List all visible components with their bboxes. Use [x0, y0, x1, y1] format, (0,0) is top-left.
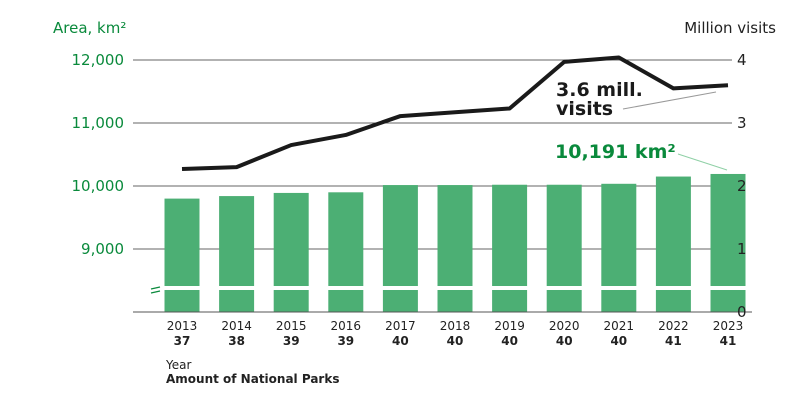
bar-break-gap — [272, 286, 310, 290]
parks-axis-title: Amount of National Parks — [166, 372, 339, 386]
right-tick-label: 2 — [737, 177, 747, 195]
area-bar — [492, 184, 528, 312]
area-bar — [382, 185, 418, 312]
right-tick-label: 4 — [737, 51, 747, 69]
bar-break-gap — [381, 286, 419, 290]
year-label: 2016 — [331, 319, 362, 333]
area-bar — [655, 176, 691, 312]
left-tick-label: 10,000 — [72, 177, 125, 195]
parks-count-label: 37 — [174, 334, 191, 348]
bar-break-gap — [218, 286, 256, 290]
right-tick-label: 1 — [737, 240, 747, 258]
year-label: 2015 — [276, 319, 307, 333]
parks-count-label: 39 — [283, 334, 300, 348]
bar-break-gap — [327, 286, 365, 290]
area-annotation: 10,191 km² — [555, 141, 676, 163]
year-label: 2017 — [385, 319, 416, 333]
parks-count-label: 38 — [228, 334, 245, 348]
area-bar — [546, 184, 582, 312]
area-bar — [273, 192, 309, 312]
parks-count-label: 40 — [556, 334, 573, 348]
year-label: 2022 — [658, 319, 689, 333]
bar-break-gap — [163, 286, 201, 290]
year-label: 2023 — [713, 319, 744, 333]
left-tick-label: 12,000 — [72, 51, 125, 69]
year-label: 2018 — [440, 319, 471, 333]
bar-break-gap — [436, 286, 474, 290]
year-label: 2020 — [549, 319, 580, 333]
area-bar — [164, 198, 200, 312]
visits-annotation-leader — [622, 91, 717, 110]
right-tick-label: 3 — [737, 114, 747, 132]
parks-count-label: 39 — [337, 334, 354, 348]
area-bar — [328, 192, 364, 312]
area-bar — [437, 185, 473, 312]
year-label: 2013 — [167, 319, 198, 333]
parks-count-label: 40 — [501, 334, 518, 348]
parks-count-label: 40 — [392, 334, 409, 348]
visits-line — [181, 55, 729, 171]
left-tick-label: 11,000 — [72, 114, 125, 132]
right-axis-label: Million visits — [684, 19, 776, 37]
year-label: 2014 — [221, 319, 252, 333]
bar-break-gap — [545, 286, 583, 290]
year-label: 2021 — [604, 319, 635, 333]
parks-count-label: 40 — [447, 334, 464, 348]
bar-break-gap — [491, 286, 529, 290]
bar-break-gap — [709, 286, 747, 290]
x-axis-title: Year — [165, 358, 191, 372]
right-tick-label: 0 — [737, 303, 747, 321]
area-annotation-leader — [677, 153, 728, 171]
parks-count-label: 41 — [665, 334, 682, 348]
left-tick-label: 9,000 — [81, 240, 124, 258]
left-axis-label: Area, km² — [53, 19, 126, 37]
parks-count-label: 41 — [720, 334, 737, 348]
visits-annotation-line1: 3.6 mill. — [556, 79, 643, 101]
bar-break-gap — [600, 286, 638, 290]
bar-break-gap — [654, 286, 692, 290]
visits-annotation-line2: visits — [556, 98, 613, 120]
area-bar — [601, 183, 637, 312]
parks-count-label: 40 — [610, 334, 627, 348]
area-bar — [219, 196, 255, 312]
year-label: 2019 — [494, 319, 525, 333]
axis-break-icon — [150, 286, 161, 294]
